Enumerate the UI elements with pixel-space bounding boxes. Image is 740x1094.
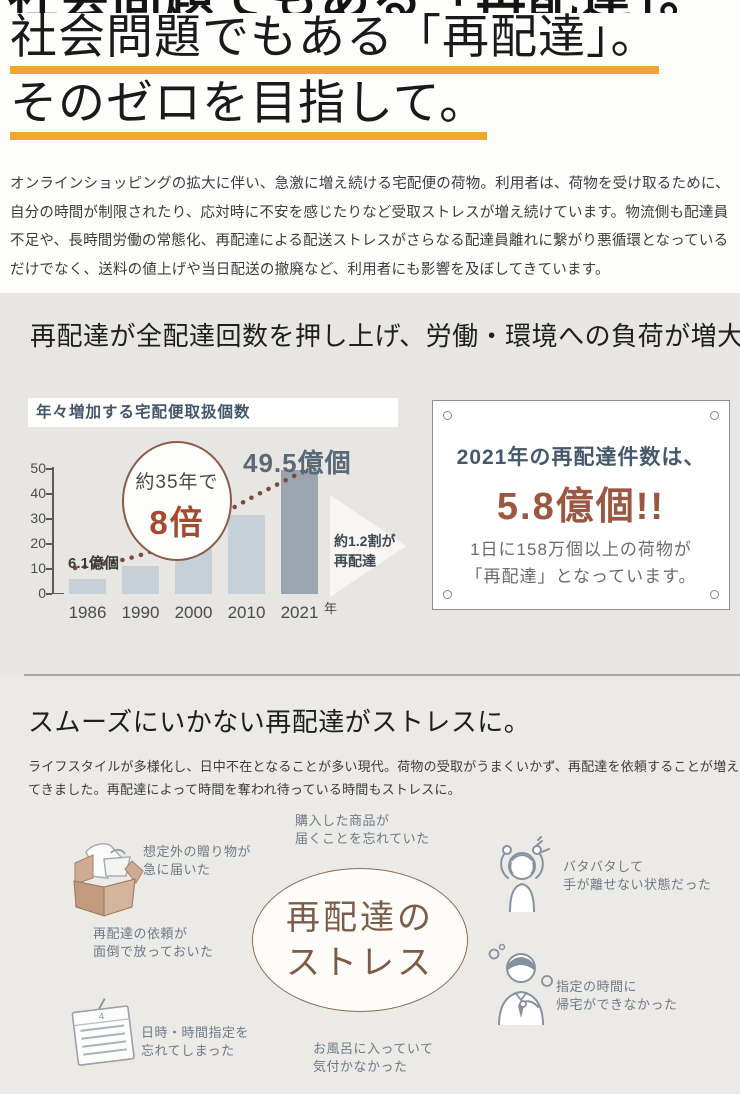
bar-1990: [122, 566, 159, 594]
callout-corner-screw-icon: [710, 411, 719, 420]
redelivery-arrow-label: 約1.2割が 再配達: [334, 531, 395, 571]
stress-center-line1: 再配達の: [286, 899, 434, 937]
bar-1986: [69, 579, 106, 594]
peak-value-label: 49.5億個: [243, 448, 352, 478]
callout-corner-screw-icon: [710, 590, 719, 599]
page-title-line1: 社会問題でもある「再配達」。: [10, 12, 659, 74]
stress-item-late-home: 指定の時間に 帰宅ができなかった: [556, 979, 678, 1012]
x-tick-label: 2010: [227, 603, 266, 622]
arrow-label-line2: 再配達: [334, 553, 376, 569]
calendar-icon: 4: [71, 998, 135, 1066]
section-divider: [24, 674, 740, 676]
top-clipped-text: 社会問題でもある「再配達」。: [0, 0, 740, 13]
y-tick-label: 20: [30, 535, 46, 551]
y-tick: [46, 568, 52, 570]
stat-callout-card: 2021年の再配達件数は、 5.8億個!! 1日に158万個以上の荷物が 「再配…: [432, 400, 730, 610]
y-tick: [46, 518, 52, 520]
x-tick-label: 1990: [121, 603, 160, 622]
y-tick-label: 30: [30, 510, 46, 526]
late-person-icon: [488, 943, 553, 1025]
page-title-line2: そのゼロを目指して。: [10, 78, 488, 140]
stress-center-ellipse: 再配達の ストレス: [252, 868, 468, 1012]
stress-item-bath: お風呂に入っていて 気付かなかった: [313, 1041, 434, 1074]
stress-heading: スムーズにいかない再配達がストレスに。: [28, 707, 531, 737]
x-axis-unit-label: 年: [324, 601, 338, 616]
busy-person-icon: [500, 836, 550, 912]
start-value-label: 6.1億個: [68, 555, 119, 572]
chart-title-bar: 年々増加する宅配便取扱個数: [28, 398, 398, 427]
impact-heading: 再配達が全配達回数を押し上げ、労働・環境への負荷が増大: [30, 321, 740, 351]
bar-2021: [281, 470, 318, 594]
x-tick-label: 2021: [280, 603, 319, 622]
x-tick-label: 2000: [174, 603, 213, 622]
y-tick-label: 0: [38, 585, 46, 601]
y-tick-label: 10: [30, 560, 46, 576]
callout-desc-line2: 「再配達」となっています。: [465, 567, 697, 586]
stress-description: ライフスタイルが多様化し、日中不在となることが多い現代。荷物の受取がうまくいかず…: [28, 759, 740, 797]
intro-paragraph: オンラインショッピングの拡大に伴い、急激に増え続ける宅配便の荷物。利用者は、荷物…: [10, 176, 730, 278]
callout-big-number: 5.8億個!!: [496, 486, 666, 528]
chart-title: 年々増加する宅配便取扱個数: [36, 404, 251, 421]
top-clipped-line: 社会問題でもある「再配達」。: [0, 0, 740, 13]
stress-item-postponed: 再配達の依頼が 面倒で放っておいた: [93, 926, 214, 959]
growth-badge: 約35年で 8倍: [122, 441, 232, 561]
gift-box-icon: [73, 843, 144, 917]
y-tick: [46, 543, 52, 545]
redelivery-arrow-icon: [330, 495, 406, 597]
callout-desc-line1: 1日に158万個以上の荷物が: [470, 540, 692, 559]
x-tick-label: 1986: [68, 603, 107, 622]
stress-item-forgot-schedule: 日時・時間指定を 忘れてしまった: [141, 1025, 250, 1058]
stress-item-unexpected-gift: 想定外の贈り物が 急に届いた: [143, 844, 252, 877]
arrow-label-line1: 約1.2割が: [334, 533, 396, 549]
calendar-month: 4: [98, 1011, 104, 1022]
y-tick: [46, 493, 52, 495]
stress-item-busy: バタバタして 手が離せない状態だった: [563, 859, 712, 892]
y-tick-label: 40: [30, 485, 46, 501]
stress-item-forgot-order: 購入した商品が 届くことを忘れていた: [295, 813, 430, 846]
y-tick: [46, 468, 52, 470]
growth-badge-line1: 約35年で: [135, 472, 219, 493]
y-tick-label: 50: [30, 460, 46, 476]
growth-badge-line2: 8倍: [149, 504, 205, 541]
callout-title: 2021年の再配達件数は、: [456, 446, 706, 469]
callout-corner-screw-icon: [443, 590, 452, 599]
stress-center-line2: ストレス: [286, 944, 434, 982]
bar-2010: [228, 515, 265, 594]
y-tick: [46, 593, 52, 595]
chart-y-axis: [52, 467, 54, 594]
callout-corner-screw-icon: [443, 411, 452, 420]
chart-x-axis-foot: [52, 592, 64, 594]
